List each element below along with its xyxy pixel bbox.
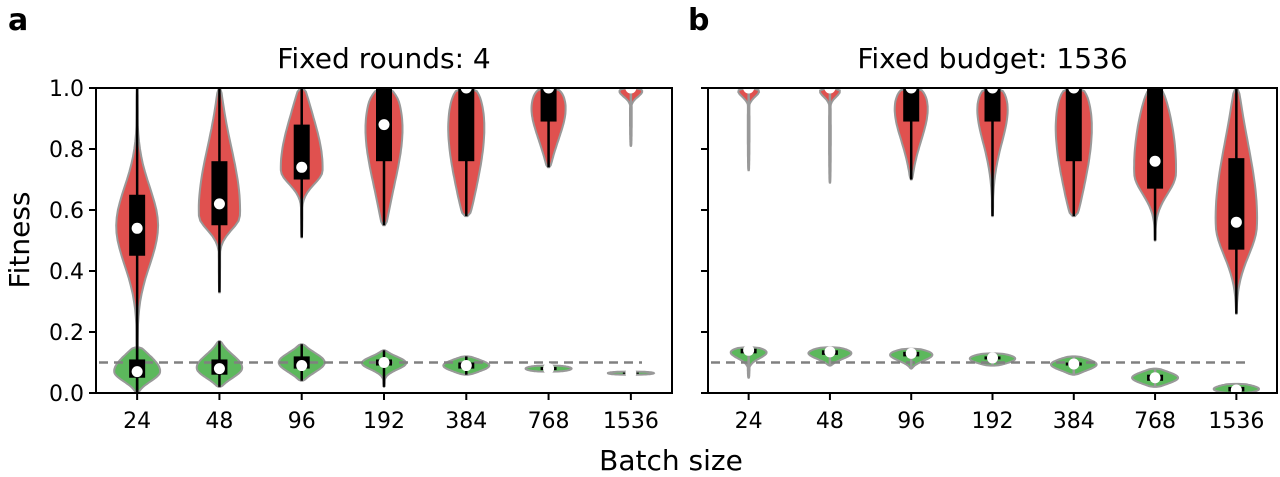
- median-point: [296, 360, 308, 372]
- iqr-box: [1147, 88, 1164, 189]
- y-tick-label: 0.0: [49, 382, 84, 407]
- panel-label: b: [688, 3, 709, 38]
- median-point: [743, 344, 755, 356]
- y-tick-label: 0.6: [49, 199, 84, 224]
- panel-title: Fixed budget: 1536: [857, 42, 1127, 75]
- x-tick-label: 192: [363, 409, 405, 434]
- median-point: [543, 363, 555, 375]
- median-point: [1230, 216, 1242, 228]
- iqr-box: [211, 161, 228, 226]
- median-point: [625, 367, 637, 379]
- panel-a: a Fixed rounds: 4 0.0 0.2 0.4 0.6 0.8 1.0 24 48 96…: [8, 3, 673, 434]
- panel-b: b Fixed budget: 1536 24 48 96 192 384 768 1536: [688, 3, 1278, 434]
- y-tick-label: 0.8: [49, 138, 84, 163]
- median-point: [1149, 155, 1161, 167]
- median-point: [378, 357, 390, 368]
- x-tick-label: 1536: [603, 409, 659, 434]
- median-point: [905, 347, 917, 359]
- iqr-box: [1228, 158, 1245, 250]
- iqr-box: [903, 88, 920, 122]
- median-point: [378, 119, 390, 131]
- panel-label: a: [8, 3, 28, 38]
- median-point: [824, 346, 836, 358]
- x-tick-label: 768: [1134, 409, 1176, 434]
- panel-title: Fixed rounds: 4: [277, 42, 491, 75]
- median-point: [213, 363, 225, 375]
- iqr-box: [1065, 88, 1082, 162]
- x-tick-label: 24: [735, 409, 763, 434]
- median-point: [1068, 358, 1080, 370]
- iqr-box: [458, 88, 475, 162]
- y-tick-label: 0.4: [49, 260, 84, 285]
- median-point: [460, 360, 472, 372]
- x-tick-label: 96: [897, 409, 925, 434]
- median-point: [987, 352, 998, 364]
- median-point: [213, 198, 225, 210]
- iqr-box: [984, 88, 1001, 122]
- y-tick-label: 0.2: [49, 321, 84, 346]
- y-axis-label: Fitness: [3, 192, 36, 289]
- x-tick-label: 192: [972, 409, 1014, 434]
- median-point: [131, 222, 143, 234]
- median-point: [131, 366, 143, 378]
- x-tick-label: 768: [528, 409, 570, 434]
- x-tick-label: 48: [816, 409, 844, 434]
- x-tick-label: 48: [205, 409, 233, 434]
- iqr-box: [540, 88, 557, 122]
- y-tick-label: 1.0: [49, 77, 84, 102]
- x-tick-label: 1536: [1208, 409, 1264, 434]
- x-tick-label: 384: [445, 409, 487, 434]
- median-point: [296, 161, 308, 173]
- x-tick-label: 96: [288, 409, 316, 434]
- x-axis-label: Batch size: [599, 444, 743, 477]
- x-tick-label: 24: [123, 409, 151, 434]
- x-tick-label: 384: [1053, 409, 1095, 434]
- median-point: [1149, 372, 1161, 384]
